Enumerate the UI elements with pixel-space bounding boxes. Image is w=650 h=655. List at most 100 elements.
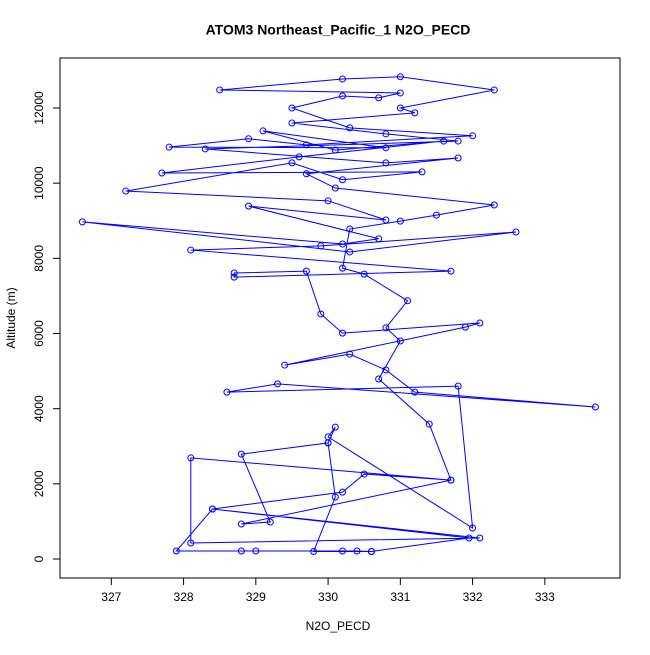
data-point	[447, 267, 455, 275]
x-tick-label: 330	[318, 590, 338, 604]
data-point	[447, 476, 455, 484]
data-point	[469, 524, 477, 532]
data-point	[360, 270, 368, 278]
data-point	[367, 548, 375, 556]
x-tick-label: 331	[390, 590, 410, 604]
data-point	[469, 132, 477, 140]
data-point	[187, 246, 195, 254]
data-point	[454, 137, 462, 145]
data-point	[259, 127, 267, 135]
data-point	[461, 323, 469, 331]
data-point	[339, 75, 347, 83]
data-point	[317, 310, 325, 318]
data-point	[396, 337, 404, 345]
data-point	[302, 267, 310, 275]
data-point	[158, 169, 166, 177]
data-point	[339, 176, 347, 184]
data-point	[454, 382, 462, 390]
data-point	[288, 104, 296, 112]
data-point	[382, 130, 390, 138]
data-point	[324, 439, 332, 447]
data-point	[382, 324, 390, 332]
data-point	[172, 547, 180, 555]
data-point	[208, 505, 216, 513]
data-point	[317, 242, 325, 250]
x-tick-label: 332	[463, 590, 483, 604]
data-point	[288, 159, 296, 167]
data-point	[382, 144, 390, 152]
data-point	[382, 159, 390, 167]
data-point	[223, 388, 231, 396]
data-point	[375, 94, 383, 102]
data-point	[490, 201, 498, 209]
data-point	[237, 547, 245, 555]
data-point	[454, 154, 462, 162]
y-tick-label: 10000	[32, 166, 46, 200]
chart-title: ATOM3 Northeast_Pacific_1 N2O_PECD	[206, 22, 471, 38]
data-point	[281, 361, 289, 369]
data-point	[346, 124, 354, 132]
data-point	[324, 197, 332, 205]
data-point	[266, 518, 274, 526]
data-point	[346, 225, 354, 233]
data-point	[237, 450, 245, 458]
data-point	[216, 86, 224, 94]
y-tick-label: 2000	[32, 470, 46, 497]
data-point	[411, 109, 419, 117]
data-point	[331, 184, 339, 192]
data-point	[331, 493, 339, 501]
data-point	[360, 470, 368, 478]
data-point	[490, 86, 498, 94]
data-point	[187, 539, 195, 547]
data-point	[245, 202, 253, 210]
data-point	[432, 211, 440, 219]
data-point	[396, 89, 404, 97]
y-tick-label: 6000	[32, 320, 46, 347]
data-point	[396, 73, 404, 81]
data-point	[339, 547, 347, 555]
data-point	[122, 187, 130, 195]
data-point	[310, 548, 318, 556]
data-point	[404, 297, 412, 305]
data-point	[476, 534, 484, 542]
data-point	[331, 146, 339, 154]
data-point	[411, 388, 419, 396]
y-tick-label: 8000	[32, 245, 46, 272]
data-point	[187, 454, 195, 462]
data-point	[382, 216, 390, 224]
data-point	[252, 547, 260, 555]
data-point	[396, 104, 404, 112]
data-point	[591, 403, 599, 411]
x-axis-label: N2O_PECD	[306, 619, 371, 633]
data-point	[353, 547, 361, 555]
data-point	[396, 217, 404, 225]
data-point	[245, 135, 253, 143]
y-tick-label: 0	[32, 555, 46, 562]
data-point	[302, 141, 310, 149]
data-point	[78, 218, 86, 226]
data-point	[512, 228, 520, 236]
data-point	[339, 264, 347, 272]
y-tick-label: 12000	[32, 91, 46, 125]
data-point	[230, 269, 238, 277]
data-point	[230, 273, 238, 281]
series-line	[82, 76, 596, 553]
data-point	[425, 420, 433, 428]
x-tick-label: 328	[174, 590, 194, 604]
y-axis-label: Altitude (m)	[4, 287, 18, 348]
x-tick-label: 333	[535, 590, 555, 604]
data-point	[418, 168, 426, 176]
data-point	[346, 350, 354, 358]
data-point	[295, 153, 303, 161]
x-tick-label: 329	[246, 590, 266, 604]
data-point	[273, 380, 281, 388]
data-point	[375, 375, 383, 383]
data-point	[237, 520, 245, 528]
data-point	[331, 423, 339, 431]
data-point	[339, 92, 347, 100]
data-point	[382, 366, 390, 374]
data-point	[375, 235, 383, 243]
data-point	[339, 488, 347, 496]
